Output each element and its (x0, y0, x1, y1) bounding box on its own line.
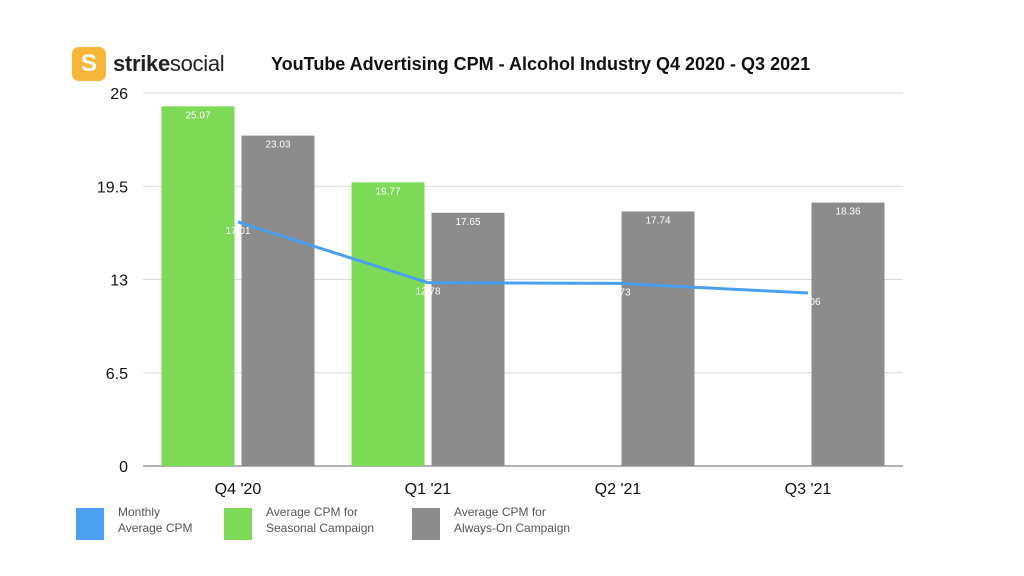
logo-mark-icon: S (72, 47, 106, 81)
x-tick-label: Q4 '20 (215, 481, 262, 498)
x-tick-label: Q1 '21 (405, 481, 452, 498)
logo-brand-bold: strike (113, 51, 170, 76)
y-tick-label: 13 (110, 273, 128, 290)
logo-brand-light: social (169, 51, 225, 76)
line-point-label: 12.78 (415, 287, 440, 298)
y-tick-label: 6.5 (106, 366, 128, 383)
logo-mark-letter: S (80, 50, 97, 77)
strikesocial-logo: S strikesocial (72, 46, 225, 82)
legend-item-monthly-average: Monthly Average CPM (76, 504, 248, 540)
y-tick-label: 0 (119, 459, 128, 476)
line-point-label: 12.06 (795, 297, 820, 308)
y-tick-label: 19.5 (97, 179, 128, 196)
legend-swatch (412, 508, 440, 540)
legend-item-seasonal: Average CPM for Seasonal Campaign (224, 504, 396, 540)
legend-item-always-on: Average CPM for Always-On Campaign (412, 504, 584, 540)
bar-always-on (621, 211, 695, 466)
x-tick-label: Q2 '21 (595, 481, 642, 498)
x-tick-label: Q3 '21 (785, 481, 832, 498)
legend-label-line: Monthly (118, 505, 161, 519)
bar-always-on (431, 212, 505, 466)
legend-swatch (76, 508, 104, 540)
legend-label-line: Average CPM for (454, 505, 546, 519)
line-point-label: 17.01 (225, 226, 250, 237)
line-monthly-average (237, 220, 809, 295)
legend-label: Average CPM for Seasonal Campaign (266, 504, 396, 536)
bar-label-always-on: 17.74 (645, 215, 670, 226)
bar-always-on (241, 135, 315, 466)
line-point-label: 12.73 (605, 287, 630, 298)
bar-label-seasonal: 19.77 (375, 186, 400, 197)
bar-label-always-on: 18.36 (835, 207, 860, 218)
legend-swatch (224, 508, 252, 540)
bar-always-on (811, 202, 885, 466)
bar-seasonal (161, 106, 235, 467)
chart-legend: Monthly Average CPM Average CPM for Seasona… (76, 504, 636, 544)
legend-label-line: Always-On Campaign (454, 521, 571, 535)
bar-label-always-on: 23.03 (265, 140, 290, 151)
bar-seasonal (351, 182, 425, 467)
chart-title: YouTube Advertising CPM - Alcohol Indust… (271, 54, 811, 74)
legend-label-line: Seasonal Campaign (266, 521, 375, 535)
logo-wordmark: strikesocial (113, 51, 225, 77)
legend-label-line: Average CPM (118, 521, 193, 535)
y-tick-label: 26 (110, 86, 128, 103)
bar-label-always-on: 17.65 (455, 217, 480, 228)
legend-label: Monthly Average CPM (118, 504, 248, 536)
legend-label: Average CPM for Always-On Campaign (454, 504, 584, 536)
legend-label-line: Average CPM for (266, 505, 358, 519)
bar-label-seasonal: 25.07 (185, 110, 210, 121)
